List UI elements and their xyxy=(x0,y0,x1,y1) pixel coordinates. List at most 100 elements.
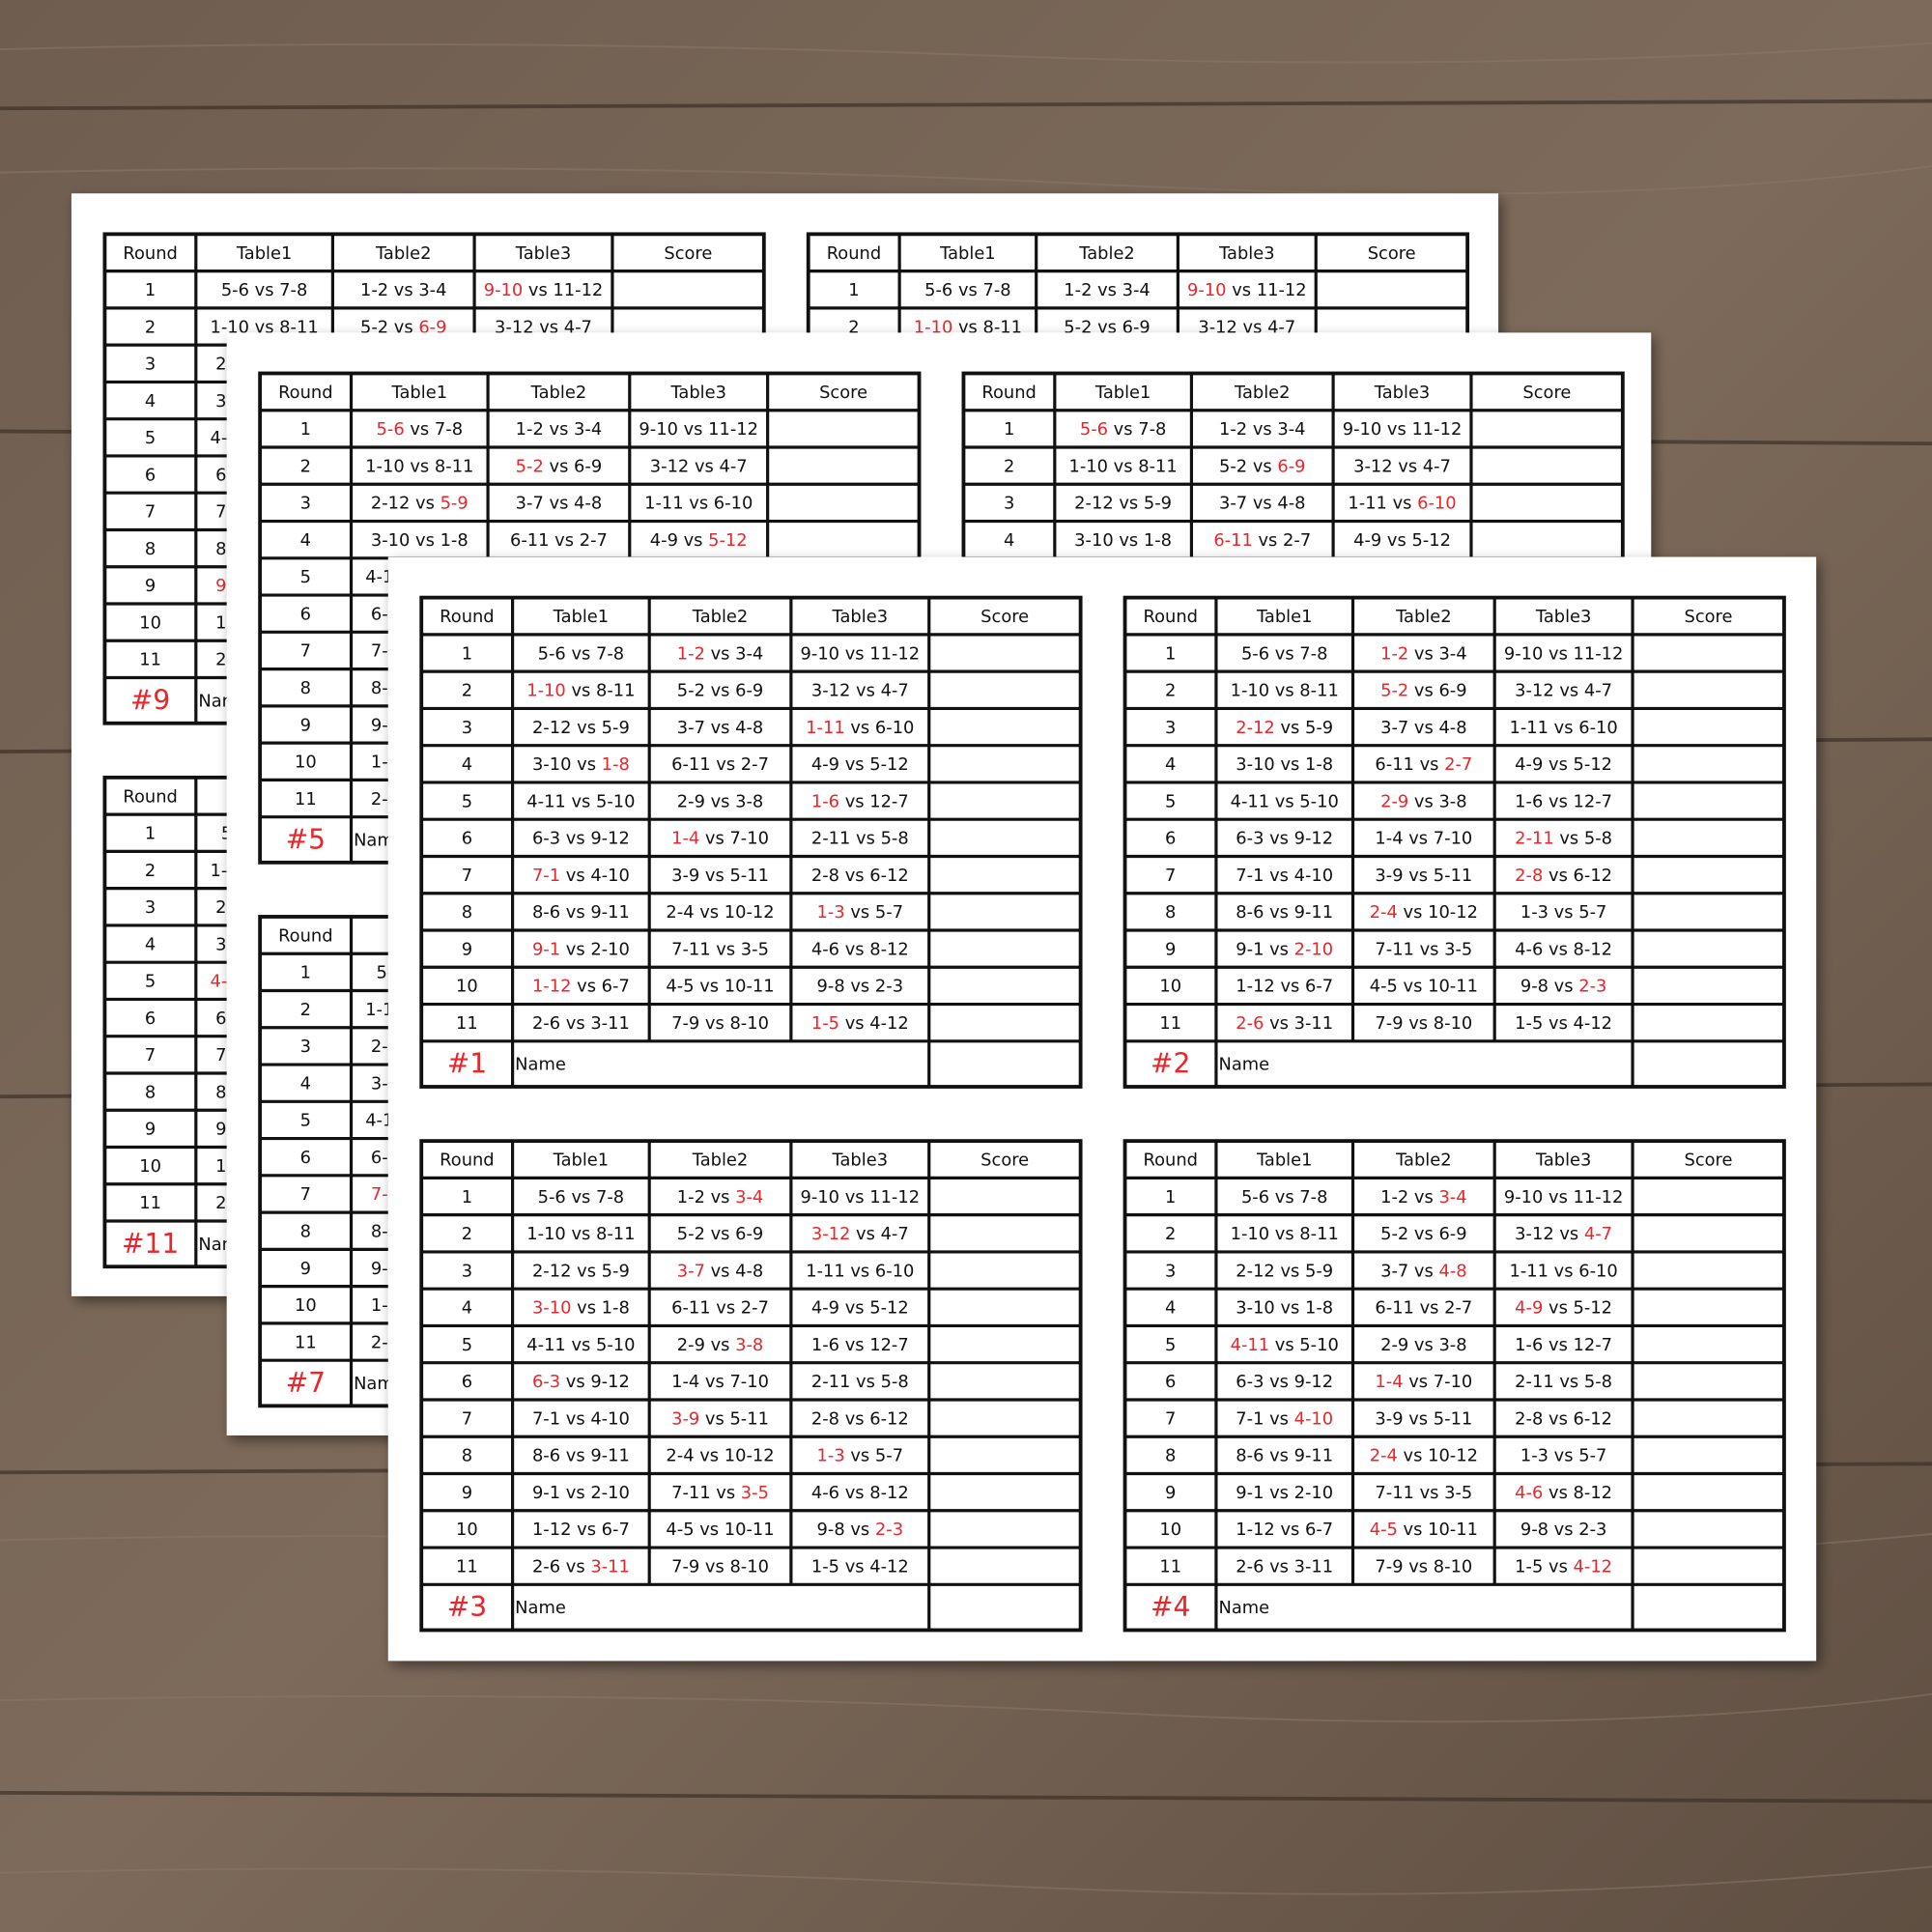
match-part: 2-7 xyxy=(741,1298,769,1319)
match-part: 1-8 xyxy=(1305,754,1333,775)
match-part: 2-3 xyxy=(1578,977,1606,997)
match-part: 2-3 xyxy=(875,977,903,997)
match-part: 1-3 xyxy=(1520,1446,1548,1466)
match-part: 5-6 xyxy=(221,280,249,300)
round-number: 5 xyxy=(1165,791,1176,811)
match-part: 8-11 xyxy=(1299,1224,1339,1244)
card-border xyxy=(419,1139,1083,1633)
round-number: 1 xyxy=(462,643,472,664)
match-part: vs xyxy=(1414,1483,1444,1503)
match-part: vs xyxy=(845,1261,875,1281)
match-part: 2-12 xyxy=(1236,718,1275,738)
header-cell: Table3 xyxy=(1535,607,1592,627)
match-part: 7-8 xyxy=(596,1187,624,1208)
match-part: 4-6 xyxy=(1515,1483,1543,1503)
round-number: 1 xyxy=(300,419,311,440)
match-cell: 9-10 vs 11-12 xyxy=(1504,1187,1624,1208)
match-part: vs xyxy=(1264,866,1293,886)
match-cell: 1-11 vs 6-10 xyxy=(1510,1261,1618,1281)
match-part: 6-7 xyxy=(602,977,630,997)
match-cell: 3-12 vs 4-7 xyxy=(1198,317,1295,337)
match-cell: 1-10 vs 8-11 xyxy=(526,1224,635,1244)
match-cell: 9-10 vs 11-12 xyxy=(484,280,604,300)
match-part: vs xyxy=(1381,530,1411,551)
match-part: 3-4 xyxy=(735,643,763,664)
match-part: 7-8 xyxy=(435,419,463,440)
match-part: 3-7 xyxy=(1380,718,1408,738)
match-part: 6-12 xyxy=(1574,866,1613,886)
round-number: 9 xyxy=(300,1259,311,1279)
card-border xyxy=(1122,1139,1786,1633)
match-part: 7-1 xyxy=(1236,866,1264,886)
match-part: vs xyxy=(1398,1520,1428,1540)
match-cell: 2-12 vs 5-9 xyxy=(1074,494,1172,514)
match-part: vs xyxy=(1408,1187,1438,1208)
match-part: 6-11 xyxy=(1375,754,1414,775)
match-part: 1-2 xyxy=(1064,280,1092,300)
match-part: vs xyxy=(845,1520,875,1540)
match-part: 10-11 xyxy=(724,977,775,997)
header-cell: Table3 xyxy=(1374,383,1431,403)
match-part: 11-12 xyxy=(708,419,758,440)
match-part: 2-12 xyxy=(1236,1261,1275,1281)
match-cell: 6-11 vs 2-7 xyxy=(671,754,769,775)
match-part: 5-7 xyxy=(1578,1446,1606,1466)
match-part: 8-11 xyxy=(435,456,474,476)
match-part: 2-8 xyxy=(1515,1408,1543,1429)
match-part: 7-8 xyxy=(1138,419,1166,440)
match-part: vs xyxy=(839,1298,869,1319)
match-cell: 4-6 vs 8-12 xyxy=(811,1483,909,1503)
match-part: 4-7 xyxy=(719,456,747,476)
match-part: 8-10 xyxy=(729,1556,769,1577)
match-cell: 1-2 vs 3-4 xyxy=(516,419,603,440)
match-part: 9-1 xyxy=(1236,1483,1264,1503)
match-part: 8-6 xyxy=(532,902,560,923)
match-part: 6-10 xyxy=(875,1261,915,1281)
match-part: vs xyxy=(560,902,590,923)
header-cell: Round xyxy=(278,925,332,946)
score-card: Round Table1 Table2 Table3 Score 1 5-6 vs 7-8 1… xyxy=(1122,595,1786,1089)
match-part: vs xyxy=(410,530,440,551)
match-cell: 2-12 vs 5-9 xyxy=(1236,1261,1333,1281)
match-part: 5-2 xyxy=(1219,456,1247,476)
round-number: 9 xyxy=(462,1483,472,1503)
match-part: 9-12 xyxy=(590,829,630,849)
round-number: 11 xyxy=(295,789,317,810)
match-part: 8-6 xyxy=(532,1446,560,1466)
match-part: vs xyxy=(566,1224,596,1244)
match-part: 1-2 xyxy=(677,1187,705,1208)
match-cell: 9-8 vs 2-3 xyxy=(817,977,904,997)
round-number: 7 xyxy=(145,502,156,523)
match-part: 9-8 xyxy=(1520,1520,1548,1540)
match-part: 3-12 xyxy=(650,456,689,476)
match-part: vs xyxy=(544,456,574,476)
match-part: 1-8 xyxy=(1144,530,1172,551)
match-cell: 7-11 vs 3-5 xyxy=(1375,1483,1472,1503)
match-part: vs xyxy=(249,317,279,337)
match-cell: 9-1 vs 2-10 xyxy=(532,1483,630,1503)
match-cell: 6-11 vs 2-7 xyxy=(510,530,608,551)
match-part: vs xyxy=(1247,494,1277,514)
match-part: 4-11 xyxy=(1231,1335,1270,1355)
header-cell: Table2 xyxy=(1395,607,1452,627)
match-part: 4-7 xyxy=(1584,681,1612,701)
match-part: vs xyxy=(1408,1335,1438,1355)
match-cell: 1-10 vs 8-11 xyxy=(210,317,318,337)
match-part: 7-1 xyxy=(1236,1408,1264,1429)
match-cell: 1-4 vs 7-10 xyxy=(1375,829,1472,849)
round-number: 11 xyxy=(1159,1556,1181,1577)
match-part: 8-12 xyxy=(1574,1483,1613,1503)
match-part: vs xyxy=(1408,1261,1438,1281)
header-cell: Table1 xyxy=(553,607,610,627)
match-cell: 4-11 vs 5-10 xyxy=(1231,791,1339,811)
match-part: 8-10 xyxy=(729,1013,769,1034)
match-part: 8-11 xyxy=(596,1224,636,1244)
match-part: vs xyxy=(1554,1372,1584,1392)
match-cell: 4-6 vs 8-12 xyxy=(1515,1483,1612,1503)
match-cell: 5-2 vs 6-9 xyxy=(516,456,603,476)
match-part: vs xyxy=(571,1261,601,1281)
header-cell: Score xyxy=(819,383,867,403)
match-part: vs xyxy=(850,829,880,849)
match-part: 8-6 xyxy=(1236,902,1264,923)
match-part: vs xyxy=(705,1187,735,1208)
